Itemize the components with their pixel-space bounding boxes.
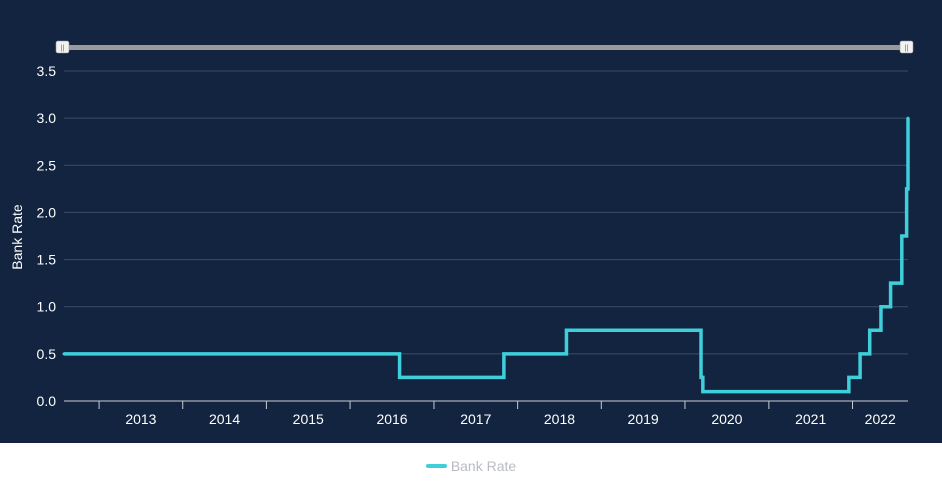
chart-svg: 0.00.51.01.52.02.53.03.5 2013 2014 2015 201…	[9, 40, 914, 427]
series-layer	[62, 116, 910, 394]
data-point[interactable]	[701, 390, 705, 394]
data-point[interactable]	[906, 116, 910, 120]
data-point[interactable]	[900, 234, 904, 238]
navigator-right-grip: ||	[905, 45, 909, 52]
data-point[interactable]	[858, 352, 862, 356]
y-tick-label: 1.0	[37, 299, 57, 315]
x-tick-label: 2016	[376, 411, 407, 427]
navigator-right-handle[interactable]	[899, 40, 914, 54]
data-point[interactable]	[889, 281, 893, 285]
x-axis: 2013 2014 2015 2016 2017 2018 2019 2020 2021 2022	[64, 400, 908, 427]
x-tick-label: 2020	[711, 411, 742, 427]
data-point[interactable]	[699, 375, 703, 379]
data-point[interactable]	[502, 352, 506, 356]
x-tick-label: 2022	[865, 411, 896, 427]
data-point[interactable]	[847, 375, 851, 379]
data-point[interactable]	[905, 187, 909, 191]
y-axis-title: Bank Rate	[9, 204, 25, 270]
data-point[interactable]	[879, 305, 883, 309]
y-tick-label: 0.0	[37, 393, 57, 409]
x-tick-label: 2017	[460, 411, 491, 427]
grid-lines	[64, 70, 908, 355]
series-line[interactable]	[64, 118, 910, 394]
data-point[interactable]	[62, 352, 66, 356]
data-point[interactable]	[398, 375, 402, 379]
data-point[interactable]	[564, 328, 568, 332]
legend-swatch	[425, 464, 447, 468]
y-tick-label: 1.5	[37, 252, 57, 268]
navigator-left-handle[interactable]	[55, 40, 70, 54]
x-tick-label: 2013	[125, 411, 156, 427]
navigator-left-grip: ||	[61, 45, 65, 52]
x-tick-label: 2018	[544, 411, 575, 427]
y-tick-label: 0.5	[37, 346, 57, 362]
x-tick-label: 2019	[628, 411, 659, 427]
x-tick-label: 2014	[209, 411, 240, 427]
y-tick-label: 3.0	[37, 110, 57, 126]
y-axis-ticks: 0.0 0.5 1.0 1.5 2.0 2.5 3.0 3.5	[37, 63, 57, 409]
range-navigator[interactable]: || ||	[55, 40, 914, 54]
x-tick-label: 2021	[795, 411, 826, 427]
x-tick-label: 2015	[293, 411, 324, 427]
chart-panel: 0.0 0.5 1.0 1.5 2.0 2.5 3.0 3.5 2013 2014 2015 201…	[0, 0, 942, 443]
navigator-track[interactable]	[63, 45, 908, 50]
legend-label[interactable]: Bank Rate	[450, 458, 517, 474]
data-point[interactable]	[868, 328, 872, 332]
legend[interactable]: Bank Rate	[0, 455, 942, 477]
y-tick-label: 2.0	[37, 204, 57, 220]
y-tick-label: 3.5	[37, 63, 57, 79]
y-tick-label: 2.5	[37, 157, 57, 173]
